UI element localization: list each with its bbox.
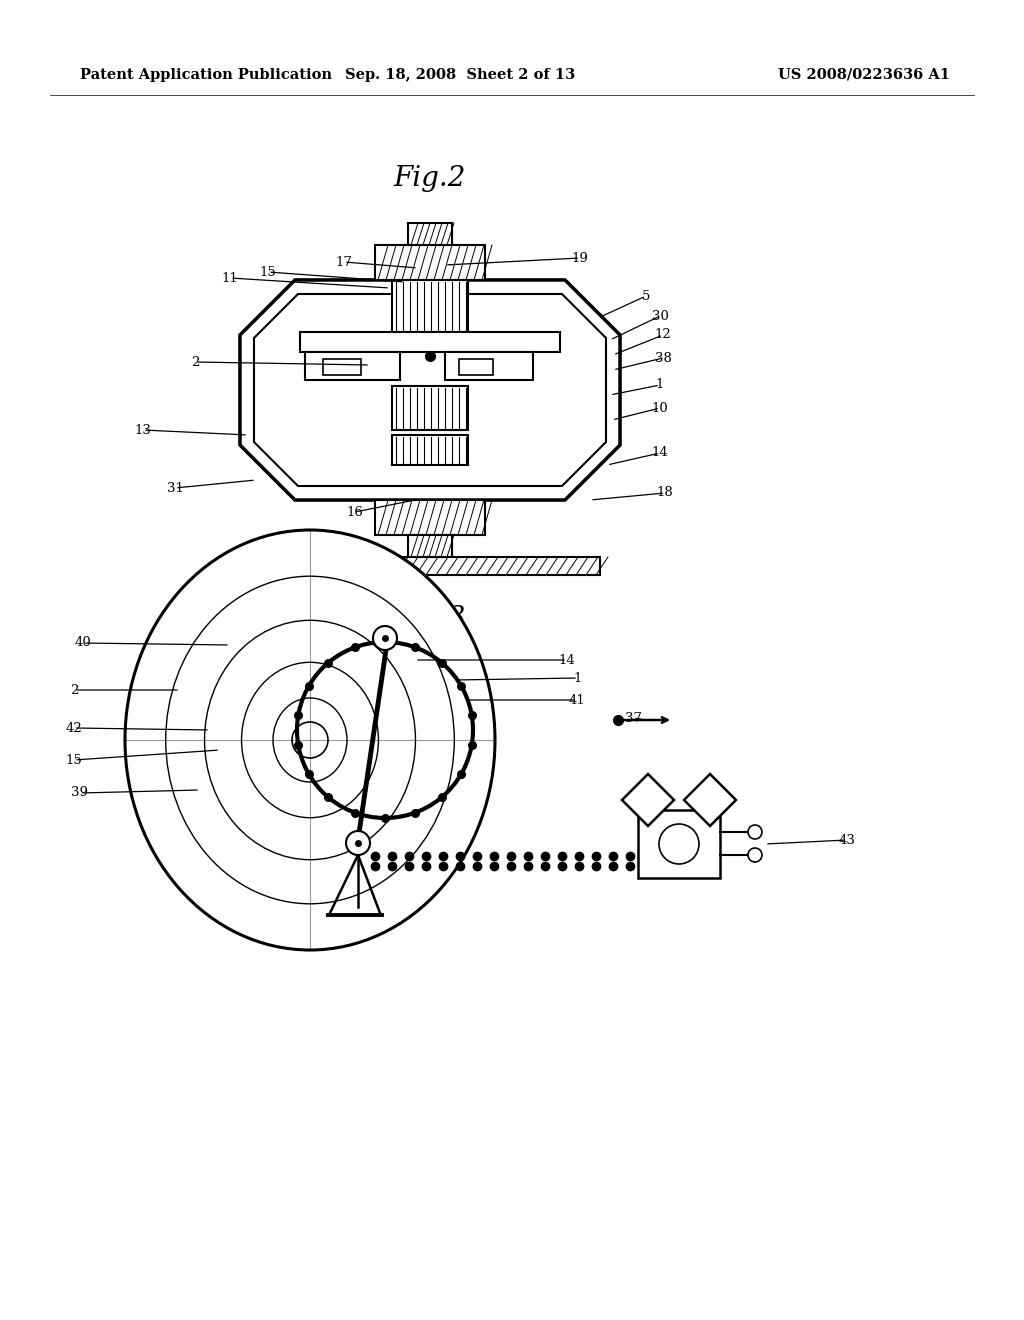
Text: 2: 2	[70, 684, 78, 697]
Polygon shape	[684, 774, 736, 826]
Bar	[638, 810, 720, 878]
Bar	[305, 352, 400, 380]
Text: 15: 15	[66, 754, 82, 767]
Text: 14: 14	[559, 653, 575, 667]
Ellipse shape	[125, 531, 495, 950]
Text: 30: 30	[651, 309, 669, 322]
Bar	[300, 333, 560, 352]
Text: Patent Application Publication: Patent Application Publication	[80, 69, 332, 82]
Polygon shape	[622, 774, 674, 826]
Text: 1: 1	[655, 379, 665, 392]
Text: Sep. 18, 2008  Sheet 2 of 13: Sep. 18, 2008 Sheet 2 of 13	[345, 69, 575, 82]
Bar	[445, 352, 534, 380]
Text: 41: 41	[568, 693, 586, 706]
Text: 2: 2	[190, 355, 200, 368]
Polygon shape	[240, 280, 620, 500]
Bar	[392, 385, 468, 430]
Text: 17: 17	[336, 256, 352, 268]
Text: US 2008/0223636 A1: US 2008/0223636 A1	[778, 69, 950, 82]
Bar	[375, 246, 485, 280]
Text: 39: 39	[72, 787, 88, 800]
Circle shape	[748, 825, 762, 840]
Text: 11: 11	[221, 272, 239, 285]
Text: 1: 1	[573, 672, 583, 685]
Text: 38: 38	[654, 351, 672, 364]
Polygon shape	[240, 280, 620, 500]
Text: 19: 19	[571, 252, 589, 264]
Text: 16: 16	[346, 506, 364, 519]
Text: 10: 10	[651, 401, 669, 414]
Text: Fig.3: Fig.3	[394, 605, 466, 631]
Text: 13: 13	[134, 424, 152, 437]
Text: 18: 18	[656, 487, 674, 499]
Bar	[392, 280, 468, 333]
Text: Fig.2: Fig.2	[394, 165, 466, 191]
Text: 42: 42	[66, 722, 82, 734]
Bar	[408, 535, 452, 557]
Bar	[408, 223, 452, 246]
Text: 37: 37	[625, 711, 641, 725]
Text: 31: 31	[167, 482, 183, 495]
Bar	[392, 436, 468, 465]
Text: 12: 12	[654, 329, 672, 342]
Text: 43: 43	[839, 833, 855, 846]
Text: 15: 15	[260, 265, 276, 279]
Bar	[375, 500, 485, 535]
Bar	[260, 557, 600, 576]
Circle shape	[346, 832, 370, 855]
Bar	[323, 359, 361, 375]
Text: 5: 5	[642, 289, 650, 302]
Text: 14: 14	[651, 446, 669, 459]
Circle shape	[748, 847, 762, 862]
Text: 40: 40	[75, 636, 91, 649]
Bar	[459, 359, 493, 375]
Circle shape	[373, 626, 397, 649]
